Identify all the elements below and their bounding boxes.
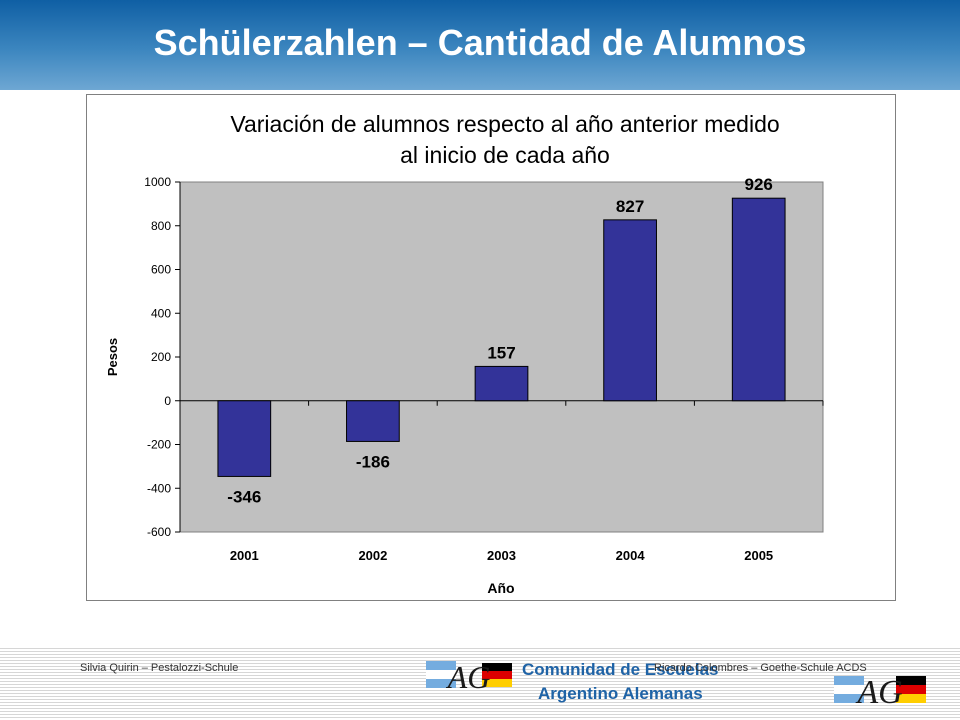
y-tick-label: 1000 [144,175,171,189]
data-label: -346 [227,487,261,506]
x-tick-label: 2002 [358,548,387,563]
chart-title-line-1: Variación de alumnos respecto al año ant… [230,111,779,137]
y-tick-label: -200 [147,438,171,452]
y-axis-title: Pesos [105,338,120,376]
x-tick-label: 2004 [616,548,646,563]
y-axis: 1000 800 600 400 200 0 -200 -400 -600 [144,175,181,539]
footer-stripes [0,648,960,720]
data-label: 827 [616,197,644,216]
bar [603,219,657,402]
data-label: 926 [745,175,773,194]
bars [217,197,786,477]
bar [217,400,272,477]
data-labels: -346 -186 157 827 926 [227,175,773,506]
chart-title-line-2: al inicio de cada año [400,142,610,168]
y-tick-label: 600 [151,263,171,277]
footer-left-credit: Silvia Quirin – Pestalozzi-Schule [80,662,239,674]
x-axis-title: Año [487,580,514,596]
bar [474,365,529,402]
y-tick-label: 200 [151,350,171,364]
ag-flags-logo-icon: AG [834,674,926,708]
data-label: -186 [356,452,390,471]
y-tick-label: 800 [151,219,171,233]
footer-right-credit: Ricardo Colombres – Goethe-Schule ACDS [654,662,867,674]
x-tick-label: 2003 [487,548,516,563]
bar [731,197,786,402]
page-title: Schülerzahlen – Cantidad de Alumnos [153,22,807,63]
chart-frame: Variación de alumnos respecto al año ant… [86,94,896,601]
data-label: 157 [487,343,515,362]
x-tick-label: 2001 [230,548,259,563]
org-name-line-2: Argentino Alemanas [538,684,703,703]
y-tick-label: -600 [147,525,171,539]
header-bar: Schülerzahlen – Cantidad de Alumnos [0,0,960,90]
bar [346,400,400,442]
plot-area [179,181,824,533]
y-tick-label: 400 [151,306,171,320]
bar-chart: Variación de alumnos respecto al año ant… [105,111,824,596]
x-tick-label: 2005 [744,548,773,563]
ag-flags-logo-icon: AG [426,659,512,695]
logo-letters: AG [855,674,902,708]
y-tick-label: -400 [147,481,171,495]
y-tick-label: 0 [164,394,171,408]
org-name-line-1: Comunidad de Escuelas [522,660,719,679]
logo-letters: AG [446,659,491,695]
